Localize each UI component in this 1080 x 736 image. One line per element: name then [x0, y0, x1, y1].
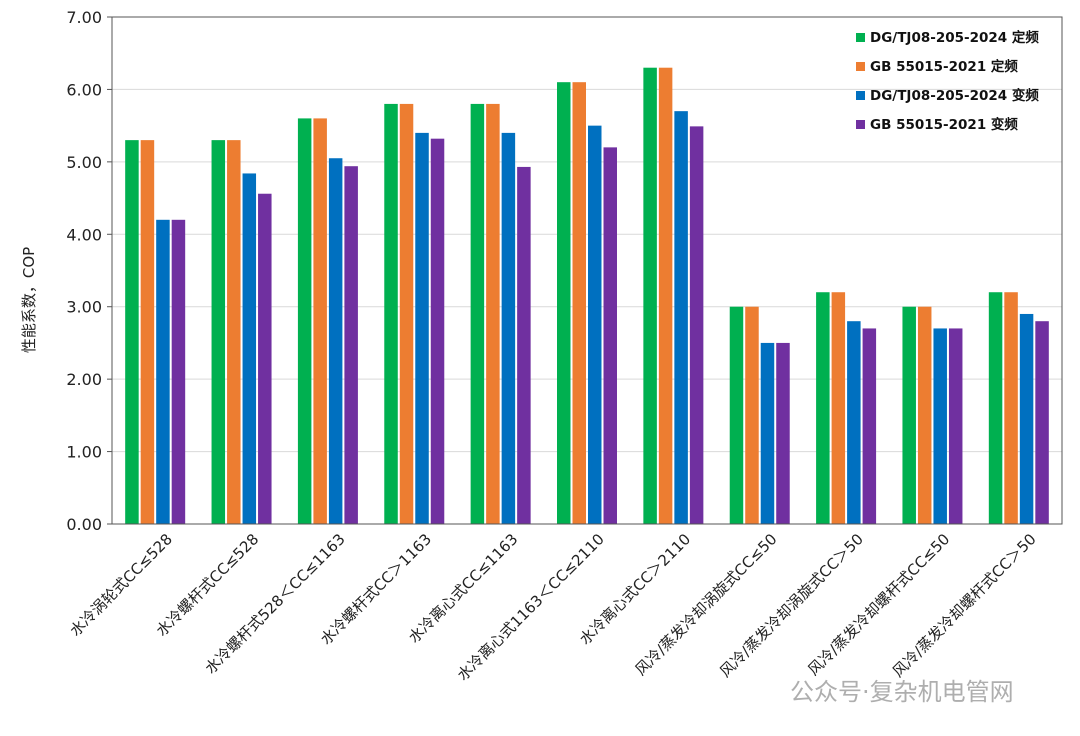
bar: [399, 103, 414, 525]
bar: [760, 342, 775, 524]
bar: [902, 306, 916, 524]
legend-swatch: [856, 33, 865, 42]
bar: [227, 140, 241, 524]
bar: [156, 219, 170, 525]
y-tick-label: 6.00: [66, 80, 102, 99]
bar: [384, 103, 398, 525]
bar: [658, 67, 673, 524]
x-category-label: 风冷/蒸发冷却涡旋式CC≤50: [632, 530, 781, 679]
bar: [1035, 321, 1049, 524]
plot-frame: [111, 16, 1063, 525]
bar: [415, 132, 429, 524]
bar: [125, 140, 139, 524]
bar: [745, 306, 759, 524]
bar: [776, 342, 790, 524]
y-tick-label: 0.00: [66, 515, 102, 534]
bar: [988, 292, 1003, 524]
bar: [470, 103, 485, 525]
y-tick-label: 3.00: [66, 298, 102, 317]
bar: [1019, 313, 1034, 524]
x-category-label: 水冷离心式1163＜CC≤2110: [454, 530, 608, 684]
bar: [328, 158, 343, 524]
legend-swatch: [856, 62, 865, 71]
watermark-text: 公众号·复杂机电管网: [790, 678, 1014, 706]
bar: [171, 219, 186, 525]
x-axis-categories: 水冷涡轮式CC≤528水冷螺杆式CC≤528水冷螺杆式528＜CC≤1163水冷…: [66, 530, 1039, 684]
x-category-label: 风冷/蒸发冷却螺杆式CC≤50: [804, 530, 953, 679]
bar: [344, 166, 358, 524]
y-axis-ticks: 0.00 1.00 2.00 3.00 4.00 5.00 6.00 7.00: [66, 8, 112, 534]
bar: [572, 82, 586, 524]
bar: [501, 132, 516, 524]
bar: [517, 166, 531, 525]
bar: [729, 306, 744, 524]
bar: [862, 328, 877, 524]
y-tick-label: 2.00: [66, 370, 102, 389]
bar: [297, 118, 312, 525]
bar: [430, 138, 445, 524]
bar: [689, 126, 704, 525]
bars: [125, 67, 1049, 525]
bar: [816, 292, 830, 524]
bar: [557, 82, 571, 524]
bar: [643, 67, 657, 524]
legend: DG/TJ08-205-2024 定频 GB 55015-2021 定频 DG/TJ…: [856, 29, 1039, 133]
bar: [1004, 292, 1018, 524]
y-tick-label: 4.00: [66, 225, 102, 244]
y-axis-label: 性能系数，COP: [20, 247, 38, 353]
x-category-label: 水冷螺杆式528＜CC≤1163: [201, 530, 348, 677]
legend-label: GB 55015-2021 定频: [870, 58, 1018, 75]
bar: [588, 125, 602, 525]
bar: [486, 103, 500, 525]
bar: [313, 118, 327, 525]
bar: [917, 306, 932, 524]
bar: [948, 328, 963, 524]
bar: [242, 173, 257, 524]
legend-swatch: [856, 120, 865, 129]
x-category-label: 风冷/蒸发冷却涡旋式CC＞50: [716, 530, 867, 681]
bar: [140, 140, 155, 524]
bar: [933, 328, 947, 524]
legend-swatch: [856, 91, 865, 100]
legend-label: GB 55015-2021 变频: [870, 116, 1018, 133]
bar: [831, 292, 846, 524]
bar: [674, 111, 688, 525]
bar: [603, 147, 617, 524]
bar: [211, 140, 226, 524]
bar: [847, 321, 861, 524]
legend-label: DG/TJ08-205-2024 定频: [870, 29, 1039, 46]
y-tick-label: 7.00: [66, 8, 102, 27]
y-tick-label: 5.00: [66, 153, 102, 172]
bar: [258, 193, 272, 524]
y-tick-label: 1.00: [66, 443, 102, 462]
x-category-label: 风冷/蒸发冷却螺杆式CC＞50: [889, 530, 1040, 681]
legend-label: DG/TJ08-205-2024 变频: [870, 87, 1039, 104]
